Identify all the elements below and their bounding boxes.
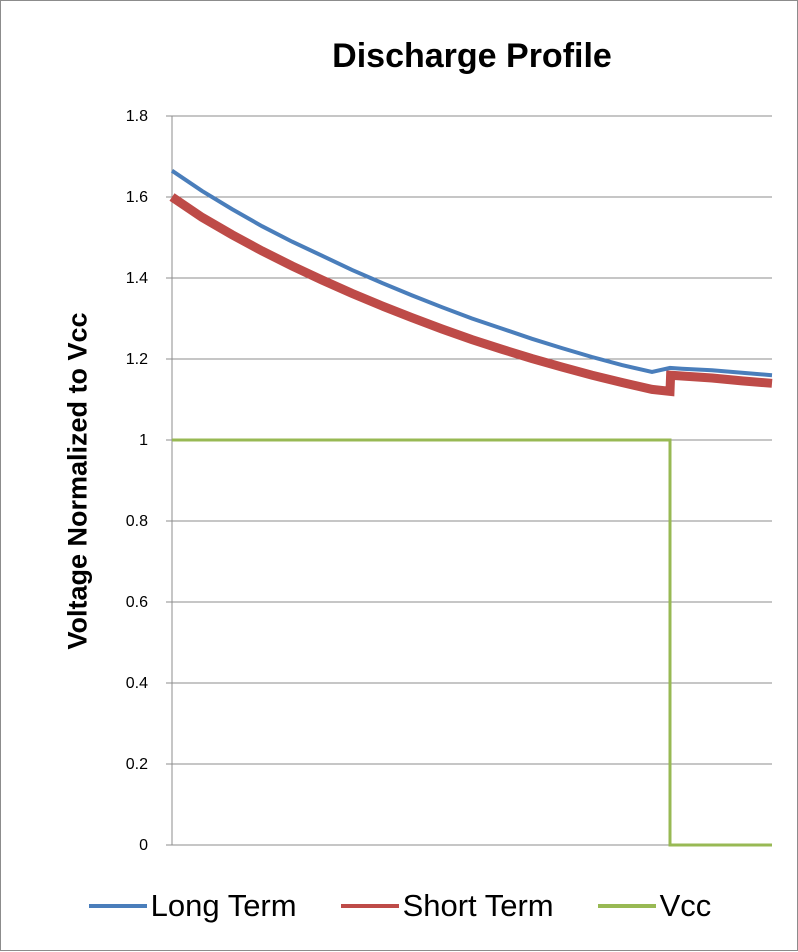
y-tick-label: 0.2 — [126, 756, 148, 773]
y-tick-label: 1.4 — [126, 270, 148, 287]
series-line-long-term — [170, 169, 773, 378]
y-tick-label: 1.8 — [126, 108, 148, 125]
legend-item-vcc: Vcc — [597, 888, 712, 924]
series-line-short-term — [169, 193, 773, 397]
legend: Long Term Short Term Vcc — [1, 881, 798, 931]
legend-item-short-term: Short Term — [340, 888, 554, 924]
y-tick-label: 0 — [139, 837, 148, 854]
y-tick-label: 1 — [139, 432, 148, 449]
legend-swatch — [597, 904, 656, 908]
chart-title: Discharge Profile — [332, 37, 612, 75]
legend-item-long-term: Long Term — [88, 888, 297, 924]
series-lines — [169, 169, 773, 847]
legend-label: Vcc — [659, 888, 712, 923]
legend-label: Short Term — [402, 888, 554, 923]
y-tick-label: 1.2 — [126, 351, 148, 368]
gridlines — [172, 115, 772, 765]
legend-swatch — [340, 904, 399, 908]
y-tick-labels: 0 0.2 0.4 0.6 0.8 1 1.2 1.4 1.6 1.8 — [126, 108, 148, 854]
legend-label: Long Term — [150, 888, 297, 923]
y-tick-label: 1.6 — [126, 189, 148, 206]
y-tick-label: 0.4 — [126, 675, 148, 692]
series-line-vcc — [172, 438, 772, 847]
y-tick-label: 0.8 — [126, 513, 148, 530]
y-tick-label: 0.6 — [126, 594, 148, 611]
legend-swatch — [88, 904, 147, 908]
